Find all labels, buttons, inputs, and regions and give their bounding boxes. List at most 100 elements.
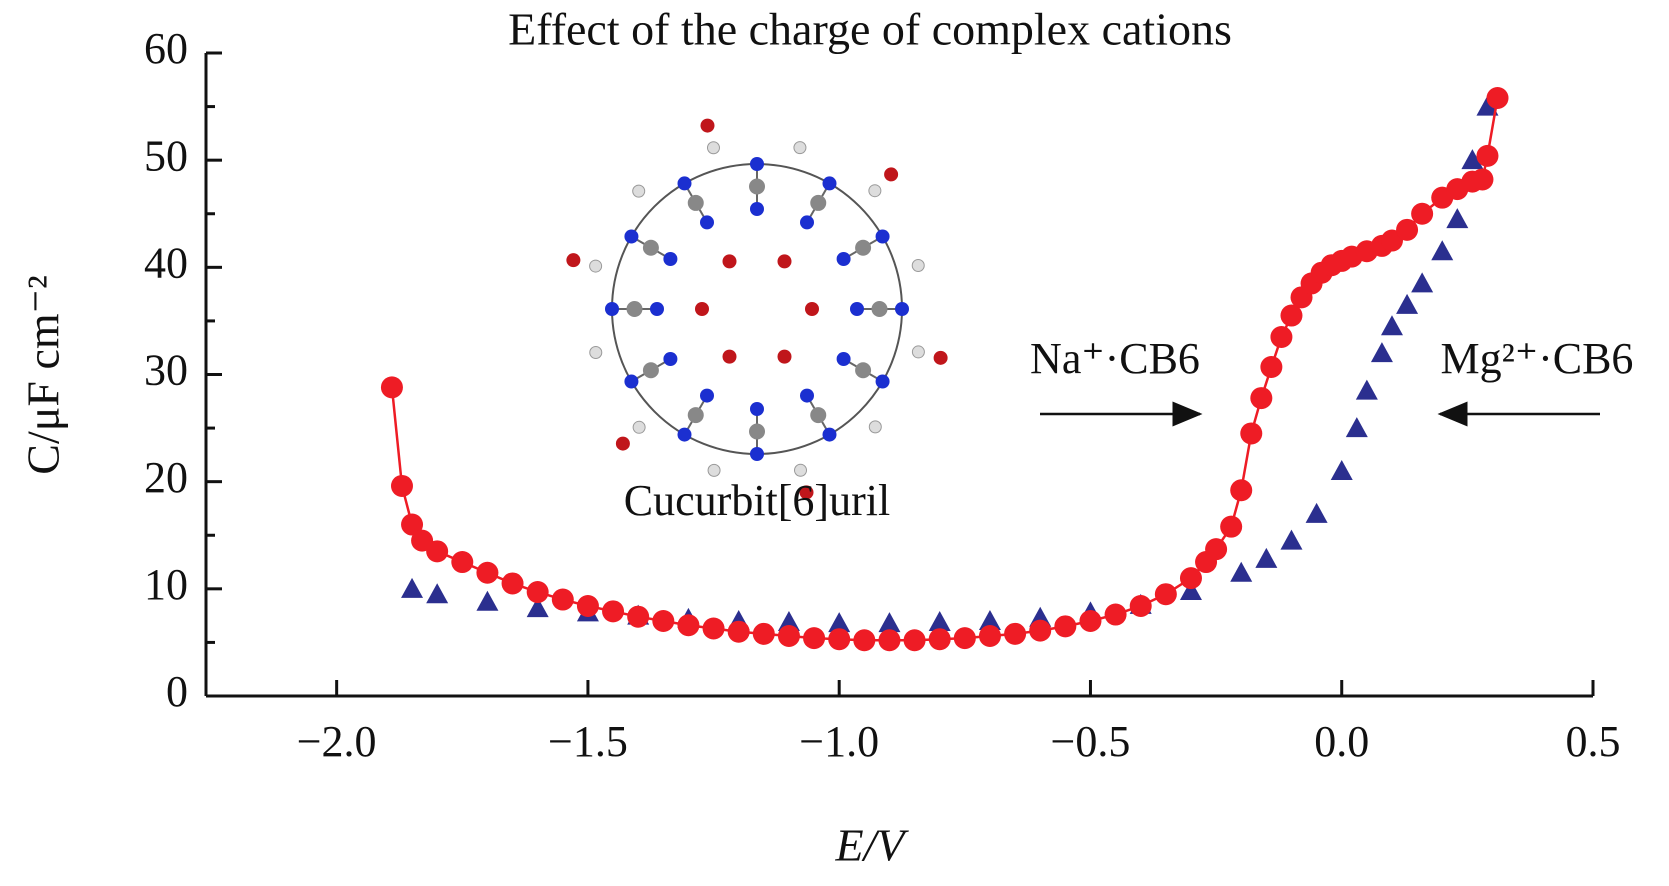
data-point (1476, 95, 1499, 116)
data-point (1054, 615, 1077, 638)
data-point (627, 605, 650, 628)
data-point (953, 627, 976, 650)
data-point (401, 577, 424, 598)
atom-n (677, 176, 692, 191)
atom-n (800, 388, 814, 403)
data-point (978, 624, 1001, 647)
data-point (1029, 619, 1052, 642)
atom-h (706, 141, 720, 155)
x-axis-label: E/V (835, 820, 910, 871)
data-point (677, 614, 700, 637)
atom-n (836, 252, 851, 266)
data-point (390, 474, 413, 497)
data-point (501, 572, 524, 595)
x-tick-label: 0.0 (1314, 717, 1369, 766)
y-tick-label: 30 (144, 346, 188, 395)
atom-c (687, 194, 704, 211)
data-point (828, 612, 851, 633)
atom-c (855, 239, 872, 256)
data-point (1461, 149, 1484, 170)
data-point (928, 611, 951, 632)
atom-n (800, 215, 814, 230)
x-tick-label: −1.5 (548, 717, 628, 766)
data-point (1154, 583, 1177, 606)
atom-o (933, 350, 948, 365)
atom-n (750, 402, 764, 416)
data-point (476, 561, 499, 584)
data-point (1270, 325, 1293, 348)
data-point (1411, 202, 1434, 225)
atom-h (868, 420, 882, 434)
series-line (390, 97, 1499, 642)
data-point (1280, 529, 1303, 550)
y-axis-label: C/μF cm⁻² (18, 275, 69, 474)
atom-n (875, 374, 890, 389)
atom-h (589, 346, 603, 360)
data-point (903, 629, 926, 652)
atom-h (868, 184, 882, 198)
data-point (1230, 479, 1253, 502)
data-point (380, 376, 403, 399)
atom-n (822, 176, 837, 191)
atom-o (722, 349, 737, 364)
atom-o (799, 485, 814, 500)
atom-h (632, 420, 646, 434)
y-tick-label: 40 (144, 238, 188, 287)
atom-n (750, 202, 764, 216)
atom-o (777, 254, 792, 269)
atom-n (700, 388, 714, 403)
data-point (1255, 547, 1278, 568)
atom-h (632, 184, 646, 198)
atom-c (642, 362, 659, 379)
atom-n (750, 447, 764, 461)
atom-c (810, 407, 827, 424)
atom-n (677, 427, 692, 442)
y-tick-label: 0 (166, 667, 188, 716)
atom-c (810, 194, 827, 211)
data-point (1129, 594, 1152, 617)
x-tick-label: 0.5 (1566, 717, 1621, 766)
data-point (576, 594, 599, 617)
atom-o (700, 118, 715, 133)
data-point (551, 588, 574, 611)
atom-o (695, 302, 709, 316)
atom-o (566, 253, 581, 268)
atom-n (624, 229, 639, 244)
atom-h (911, 258, 925, 272)
series-label: Mg²⁺·CB6 (1441, 334, 1634, 383)
data-point (1250, 387, 1273, 410)
atom-h (911, 345, 925, 359)
data-point (1330, 459, 1353, 480)
data-point (803, 627, 826, 650)
data-point (777, 611, 800, 632)
data-point (828, 628, 851, 651)
data-point (1104, 603, 1127, 626)
atom-n (750, 157, 764, 171)
data-point (1396, 218, 1419, 241)
data-point (1260, 355, 1283, 378)
data-point (928, 628, 951, 651)
data-point (451, 551, 474, 574)
data-point (752, 622, 775, 645)
atom-n (875, 229, 890, 244)
atom-o (722, 254, 737, 269)
data-point (1355, 379, 1378, 400)
atom-c (687, 407, 704, 424)
atom-n (624, 374, 639, 389)
atom-c (626, 301, 643, 317)
data-point (1471, 168, 1494, 191)
atom-n (605, 302, 619, 316)
x-tick-label: −2.0 (297, 717, 377, 766)
data-point (1380, 315, 1403, 336)
data-point (1431, 240, 1454, 261)
y-tick-label: 60 (144, 24, 188, 73)
inset-caption: Cucurbit[6]uril (624, 476, 890, 525)
data-point (1370, 342, 1393, 363)
data-point (652, 609, 675, 632)
y-tick-label: 10 (144, 560, 188, 609)
atom-n (663, 352, 678, 366)
data-point (526, 597, 549, 618)
data-point (1486, 87, 1509, 110)
data-point (1240, 422, 1263, 445)
